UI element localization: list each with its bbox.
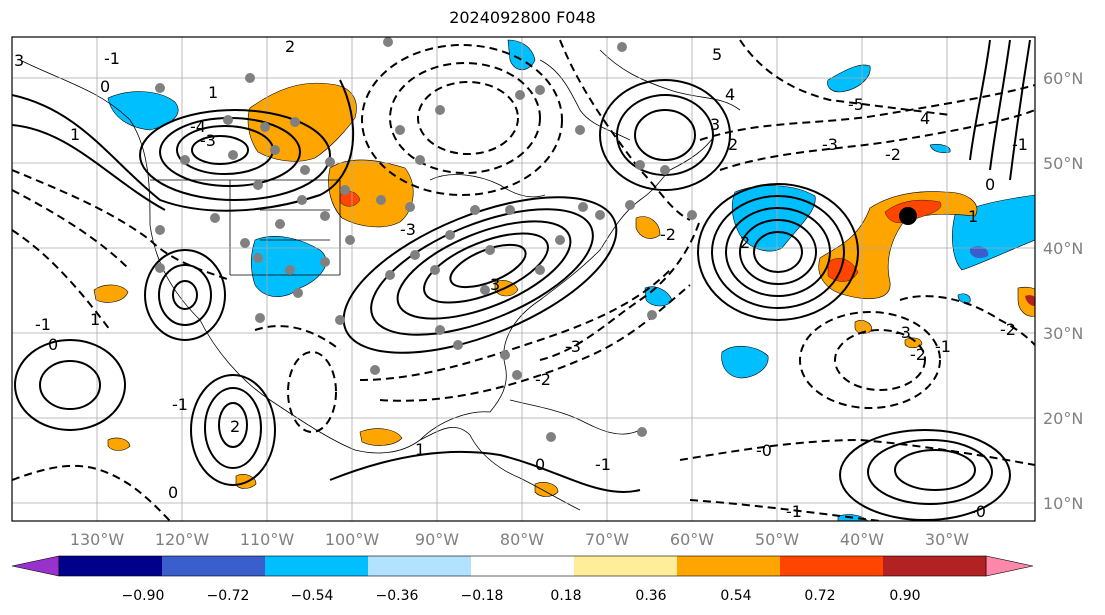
- contour-label: -0: [756, 441, 772, 460]
- map-body: 3 2 1 -1 0 1 -4 -3 -5 4 3 5 2 -2 1 4 -1 …: [12, 37, 1035, 521]
- contour-label: -3: [200, 131, 216, 150]
- lon-label: 30°W: [925, 530, 969, 549]
- contour-label: -2: [660, 225, 676, 244]
- contour-label: 3: [14, 51, 24, 70]
- contour-label: -3: [895, 323, 911, 342]
- lon-label: 110°W: [240, 530, 295, 549]
- colorbar-extend-max: [985, 555, 1034, 577]
- contour-label: -1: [786, 502, 802, 521]
- lat-label: 50°N: [1043, 154, 1083, 173]
- contour-label: 4: [920, 109, 930, 128]
- colorbar-tick-label: −0.72: [207, 588, 250, 604]
- contour-label: -2: [535, 370, 551, 389]
- pink-fill: [1025, 295, 1035, 306]
- contour-label: -3: [400, 220, 416, 239]
- contour-label: -2: [1000, 320, 1016, 339]
- contour-label: 0: [535, 455, 545, 474]
- colorbar-outline: [58, 555, 987, 577]
- colorbar-segment: [677, 556, 781, 576]
- lat-label: 10°N: [1043, 494, 1083, 513]
- contour-label: 3: [710, 115, 720, 134]
- storm-center-marker: [899, 207, 917, 225]
- colorbar-segment: [780, 556, 884, 576]
- contour-label: -3: [822, 135, 838, 154]
- lat-label: 60°N: [1043, 69, 1083, 88]
- contour-label: -1: [595, 455, 611, 474]
- colorbar-tick-label: 0.90: [889, 588, 920, 604]
- contour-label: -5: [848, 95, 864, 114]
- lon-label: 50°W: [755, 530, 799, 549]
- contour-label: 1: [208, 83, 218, 102]
- contour-label: -1: [1012, 135, 1028, 154]
- colorbar-segment: [883, 556, 987, 576]
- lon-label: 70°W: [585, 530, 629, 549]
- map-frame: [11, 36, 1036, 522]
- dashed-contours: [12, 39, 1035, 521]
- lat-label: 20°N: [1043, 409, 1083, 428]
- lon-label: 120°W: [155, 530, 210, 549]
- colorbar-segment: [574, 556, 678, 576]
- colorbar-segment: [59, 556, 163, 576]
- map-title: 2024092800 F048: [449, 8, 596, 27]
- lon-label: 40°W: [840, 530, 884, 549]
- lon-label: 60°W: [670, 530, 714, 549]
- contour-label: 5: [712, 45, 722, 64]
- colorbar-tick-label: −0.90: [122, 588, 165, 604]
- contour-label: 0: [985, 175, 995, 194]
- lat-label: 40°N: [1043, 239, 1083, 258]
- colorbar-tick-label: −0.18: [461, 588, 504, 604]
- contour-label: -1: [935, 337, 951, 356]
- colorbar-tick-label: 0.36: [635, 588, 666, 604]
- red-fill-areas: [339, 191, 942, 282]
- colorbar-segment: [368, 556, 472, 576]
- latitude-axis: 60°N 50°N 40°N 30°N 20°N 10°N: [1043, 69, 1083, 513]
- colorbar: −0.90 −0.72 −0.54 −0.36 −0.18 0.18 0.36 …: [11, 555, 1034, 604]
- lon-label: 100°W: [325, 530, 380, 549]
- colorbar-tick-label: −0.36: [376, 588, 419, 604]
- contour-label: 1: [968, 207, 978, 226]
- contour-label: -2: [910, 345, 926, 364]
- purple-blue-fill: [970, 246, 989, 259]
- contour-label: 2: [285, 37, 295, 56]
- contour-label: 2: [230, 417, 240, 436]
- contour-label: 1: [90, 310, 100, 329]
- lat-label: 30°N: [1043, 324, 1083, 343]
- contour-label: 4: [725, 85, 735, 104]
- lon-label: 130°W: [70, 530, 125, 549]
- contour-label: 2: [740, 233, 750, 252]
- colorbar-segment: [471, 556, 575, 576]
- colorbar-ticks: −0.90 −0.72 −0.54 −0.36 −0.18 0.18 0.36 …: [122, 588, 921, 604]
- contour-label: -1: [35, 315, 51, 334]
- colorbar-tick-label: 0.54: [720, 588, 751, 604]
- colorbar-segment: [265, 556, 369, 576]
- contour-label: -1: [104, 49, 120, 68]
- colorbar-tick-label: 0.18: [550, 588, 581, 604]
- contour-label: -4: [190, 117, 206, 136]
- contour-label: 0: [168, 483, 178, 502]
- colorbar-segment: [162, 556, 266, 576]
- contour-label: -3: [565, 337, 581, 356]
- colorbar-extend-min: [11, 555, 60, 577]
- colorbar-tick-label: −0.54: [291, 588, 334, 604]
- contour-label: 2: [728, 135, 738, 154]
- contour-label: -2: [885, 145, 901, 164]
- contour-label: 0: [100, 77, 110, 96]
- colorbar-tick-label: 0.72: [804, 588, 835, 604]
- contour-label: 1: [70, 125, 80, 144]
- contour-label: -0: [970, 502, 986, 521]
- station-dots: [155, 37, 697, 442]
- lon-label: 80°W: [500, 530, 544, 549]
- contour-label: 3: [490, 275, 500, 294]
- contour-label: 0: [48, 335, 58, 354]
- contour-labels: 3 2 1 -1 0 1 -4 -3 -5 4 3 5 2 -2 1 4 -1 …: [14, 37, 1028, 521]
- contour-label: -1: [172, 395, 188, 414]
- longitude-axis: 130°W 120°W 110°W 100°W 90°W 80°W 70°W 6…: [70, 530, 969, 549]
- contour-label: 1: [415, 440, 425, 459]
- solid-contours: [12, 39, 1031, 521]
- lon-label: 90°W: [415, 530, 459, 549]
